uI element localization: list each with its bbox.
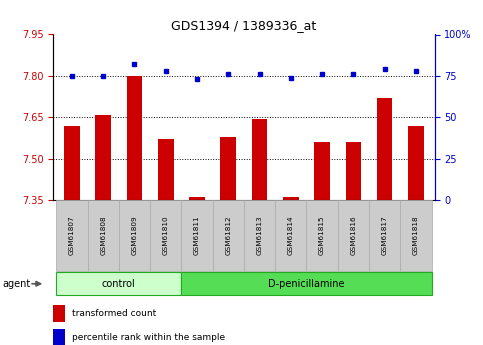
Text: percentile rank within the sample: percentile rank within the sample — [72, 333, 226, 342]
Text: GSM61807: GSM61807 — [69, 216, 75, 255]
Text: GSM61814: GSM61814 — [288, 216, 294, 255]
Bar — [56, 272, 181, 295]
Text: control: control — [102, 279, 136, 289]
Bar — [275, 200, 307, 271]
Bar — [158, 139, 173, 200]
Bar — [244, 200, 275, 271]
Text: transformed count: transformed count — [72, 309, 156, 318]
Bar — [377, 98, 393, 200]
Bar — [220, 137, 236, 200]
Bar — [53, 329, 65, 345]
Text: GSM61812: GSM61812 — [225, 216, 231, 255]
Bar — [119, 200, 150, 271]
Bar — [95, 115, 111, 200]
Text: GSM61811: GSM61811 — [194, 216, 200, 255]
Bar — [189, 197, 205, 200]
Bar — [181, 272, 432, 295]
Text: GSM61809: GSM61809 — [131, 216, 138, 255]
Bar — [127, 76, 142, 200]
Bar — [338, 200, 369, 271]
Bar — [283, 197, 298, 200]
Bar — [53, 305, 65, 322]
Bar — [64, 126, 80, 200]
Text: GSM61817: GSM61817 — [382, 216, 388, 255]
Text: GSM61810: GSM61810 — [163, 216, 169, 255]
Text: GSM61808: GSM61808 — [100, 216, 106, 255]
Bar — [369, 200, 400, 271]
Text: GSM61816: GSM61816 — [350, 216, 356, 255]
Bar — [345, 142, 361, 200]
Bar — [252, 119, 268, 200]
Bar — [56, 200, 87, 271]
Bar — [314, 142, 330, 200]
Text: D-penicillamine: D-penicillamine — [268, 279, 345, 289]
Bar — [307, 200, 338, 271]
Bar — [400, 200, 432, 271]
Text: GSM61815: GSM61815 — [319, 216, 325, 255]
Bar — [213, 200, 244, 271]
Bar — [87, 200, 119, 271]
Bar — [150, 200, 181, 271]
Text: agent: agent — [2, 279, 30, 289]
Text: GSM61813: GSM61813 — [256, 216, 263, 255]
Text: GSM61818: GSM61818 — [413, 216, 419, 255]
Bar — [408, 126, 424, 200]
Title: GDS1394 / 1389336_at: GDS1394 / 1389336_at — [171, 19, 316, 32]
Bar — [181, 200, 213, 271]
